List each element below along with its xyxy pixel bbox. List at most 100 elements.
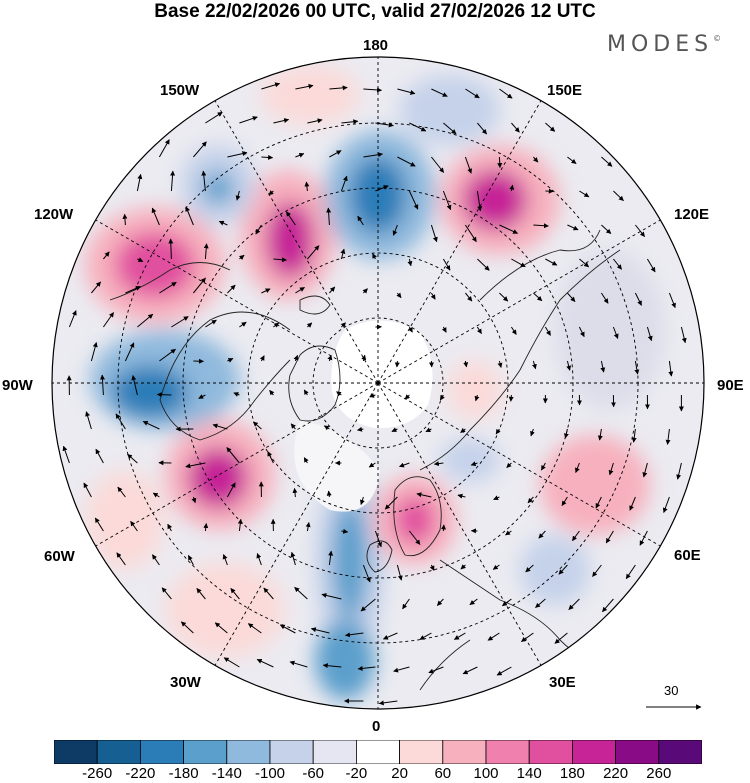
colorbar-swatch: [528, 740, 573, 764]
wind-arrow: [304, 181, 310, 192]
wind-arrow: [201, 170, 207, 192]
wind-arrow: [212, 423, 228, 430]
wind-arrow: [460, 427, 466, 434]
wind-arrow: [520, 632, 534, 643]
wind-arrow: [602, 598, 614, 613]
wind-arrow: [158, 139, 170, 158]
wind-arrow: [477, 258, 490, 271]
wind-arrow: [131, 375, 138, 396]
wind-arrow: [499, 292, 509, 302]
wind-arrow: [223, 657, 240, 668]
wind-arrow: [368, 462, 376, 468]
label-120e: 120E: [674, 206, 710, 223]
colorbar-swatch: [312, 740, 357, 764]
wind-arrow: [567, 156, 577, 164]
anomaly-blob: [332, 500, 368, 620]
wind-arrow: [293, 354, 299, 362]
wind-arrow: [634, 292, 642, 306]
colorbar-tick-label: 60: [434, 765, 452, 782]
wind-arrow: [263, 587, 274, 600]
wind-arrow: [441, 326, 447, 333]
wind-arrow: [273, 118, 290, 124]
wind-arrow: [321, 592, 342, 600]
colorbar-tick-label: -100: [254, 765, 286, 782]
wind-arrow: [193, 141, 207, 158]
wind-arrow: [295, 83, 314, 90]
wind-arrow: [595, 496, 602, 509]
wind-arrow: [419, 632, 432, 640]
wind-arrow: [631, 428, 637, 443]
anomaly-blob: [463, 170, 527, 230]
anomaly-blob: [188, 448, 248, 508]
colorbar-tick-label: 180: [559, 765, 585, 782]
wind-arrow: [558, 564, 568, 575]
wind-arrow: [357, 665, 376, 671]
wind-arrow: [261, 82, 281, 90]
wind-arrow: [99, 374, 105, 396]
wind-arrow: [187, 554, 194, 566]
colorbar-swatch: [96, 740, 141, 764]
wind-arrow: [267, 451, 274, 464]
wind-arrow: [326, 207, 332, 226]
wind-arrow: [151, 207, 160, 226]
wind-arrow: [185, 462, 206, 469]
wind-arrow: [185, 206, 194, 226]
wind-arrow: [464, 224, 477, 243]
wind-arrow: [460, 564, 466, 570]
wind-arrow: [613, 258, 622, 270]
wind-arrow: [384, 496, 398, 510]
wind-arrow: [453, 632, 466, 640]
label-180: 180: [363, 37, 389, 54]
wind-arrow: [91, 281, 101, 294]
wind-arrow: [571, 530, 580, 542]
wind-arrow: [396, 564, 403, 581]
wind-arrow: [289, 660, 308, 668]
wind-arrow: [307, 118, 323, 124]
wind-arrow: [495, 428, 501, 435]
wind-arrow: [680, 326, 687, 344]
wind-arrow: [130, 520, 138, 532]
wind-arrow: [156, 392, 172, 398]
colorbar-swatch: [615, 740, 660, 764]
wind-arrow: [457, 493, 466, 499]
wind-arrow: [635, 224, 645, 237]
wind-arrow: [218, 220, 228, 226]
wind-arrow: [396, 292, 402, 299]
wind-arrow: [256, 553, 262, 566]
anomaly-blob: [260, 65, 360, 125]
colorbar-swatch: [226, 740, 271, 764]
wind-arrow: [634, 360, 640, 375]
wind-arrow: [341, 528, 349, 534]
wind-arrow: [646, 326, 653, 342]
anomaly-blob: [266, 202, 314, 278]
wind-arrow: [612, 326, 619, 339]
wind-arrow: [407, 258, 413, 267]
wind-arrow: [462, 666, 478, 675]
wind-arrow: [222, 554, 228, 566]
wind-arrow: [191, 496, 197, 504]
wind-arrow: [428, 666, 444, 674]
colorbar-tick-label: 220: [603, 765, 629, 782]
wind-arrow: [533, 223, 549, 229]
colorbar-swatch: [54, 740, 98, 764]
wind-arrow: [259, 355, 265, 362]
meridian-line: [212, 96, 379, 384]
anomaly-field: [85, 65, 665, 700]
pole-region: [294, 320, 433, 512]
wind-arrow: [393, 666, 410, 673]
wind-arrow: [136, 173, 143, 192]
colorbar-tick-label: 260: [646, 765, 672, 782]
wind-arrow: [226, 482, 236, 498]
anomaly-blob: [540, 435, 650, 535]
wind-arrow: [239, 254, 245, 260]
colorbar-swatch: [183, 740, 228, 764]
wind-arrow: [170, 170, 176, 192]
anomaly-blob: [440, 438, 500, 482]
wind-arrow: [239, 321, 247, 328]
atlantic-white-area: [294, 420, 380, 512]
wind-arrow: [247, 623, 262, 634]
wind-arrow: [310, 627, 330, 634]
wind-arrow: [151, 554, 160, 566]
latitude-circle: [247, 252, 509, 514]
meridian-line: [377, 217, 665, 384]
